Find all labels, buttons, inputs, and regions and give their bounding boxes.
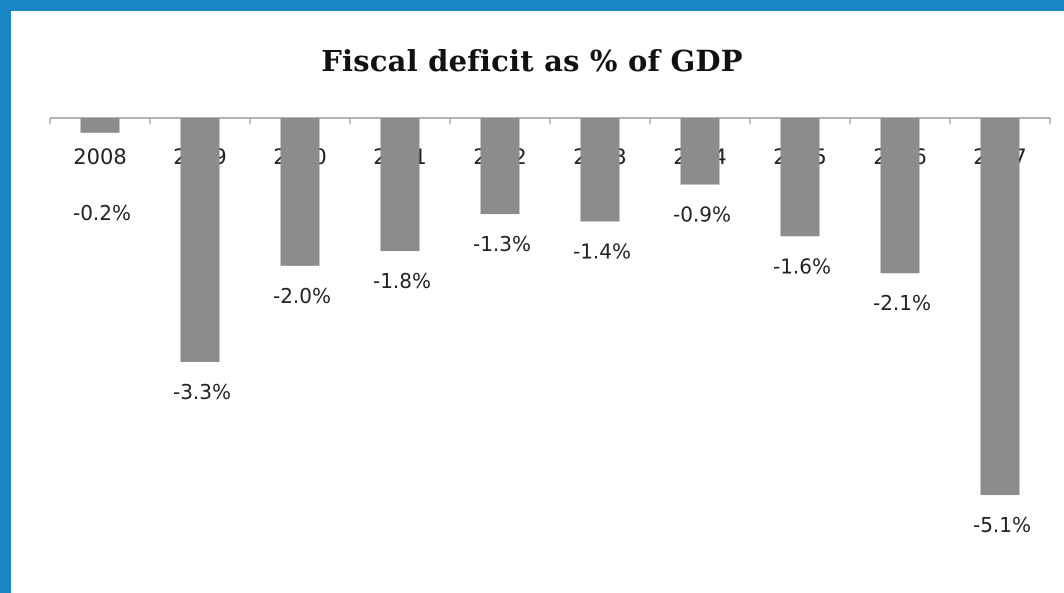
data-label-2011: -1.8%: [373, 269, 431, 293]
data-label-2012: -1.3%: [473, 232, 531, 256]
data-label-2016: -2.1%: [873, 291, 931, 315]
tick-label-2008: 2008: [73, 145, 126, 169]
data-label-2010: -2.0%: [273, 284, 331, 308]
data-label-2014: -0.9%: [673, 203, 731, 227]
bar-series: [80, 118, 1020, 495]
data-labels: -0.2% -3.3% -2.0% -1.8% -1.3% -1.4% -0.9% -1.6%…: [73, 201, 1031, 537]
data-label-2013: -1.4%: [573, 239, 631, 263]
bar-2010: [280, 118, 320, 266]
bar-2009: [180, 118, 220, 362]
bar-2016: [880, 118, 920, 274]
bar-2008: [80, 118, 120, 133]
data-label-2008: -0.2%: [73, 201, 131, 225]
data-label-2017: -5.1%: [973, 513, 1031, 537]
bar-2014: [680, 118, 720, 185]
bar-2015: [780, 118, 820, 237]
bar-2011: [380, 118, 420, 252]
bar-2017: [980, 118, 1020, 495]
chart-title: Fiscal deficit as % of GDP: [321, 44, 743, 78]
bar-2013: [580, 118, 620, 222]
bar-2012: [480, 118, 520, 215]
data-label-2009: -3.3%: [173, 380, 231, 404]
data-label-2015: -1.6%: [773, 254, 831, 278]
